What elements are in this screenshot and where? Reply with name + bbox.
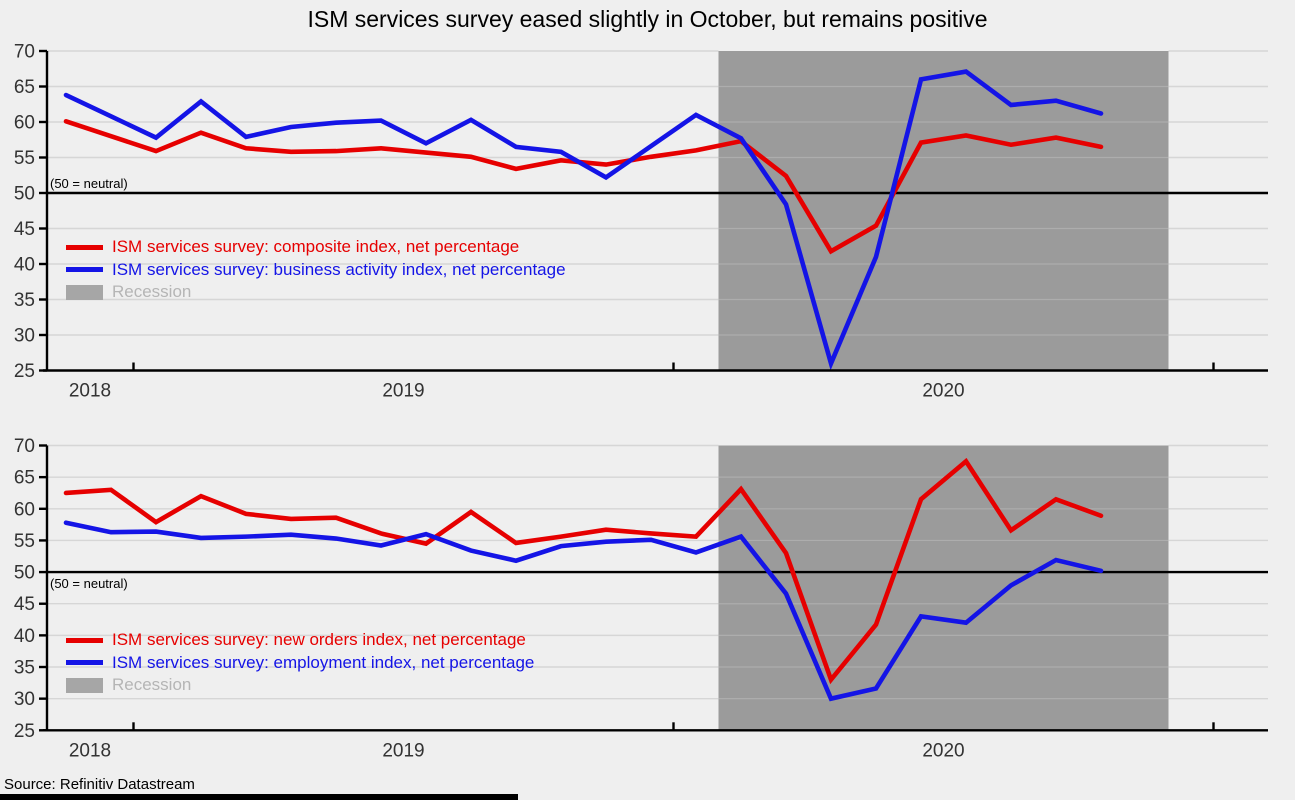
- x-year-label: 2020: [922, 381, 964, 402]
- legend-item-employment: ISM services survey: employment index, n…: [66, 652, 534, 675]
- new-orders-line: [63, 457, 1104, 685]
- y-tick-label: 45: [14, 594, 35, 615]
- legend-item-recession: Recession: [66, 674, 534, 697]
- x-year-label: 2018: [69, 381, 111, 402]
- y-tick-label: 40: [14, 255, 35, 276]
- recession-swatch: [66, 677, 103, 693]
- bottom-bar: [0, 794, 518, 800]
- business-activity-line-swatch: [66, 267, 103, 273]
- legend-item-composite: ISM services survey: composite index, ne…: [66, 236, 566, 259]
- legend-label: Recession: [112, 282, 192, 302]
- y-tick-label: 55: [14, 148, 35, 169]
- chart-area-top: 25 30 35 40 45 50 55 60 65 70 2018 2019 2020: [14, 42, 1268, 402]
- y-tick-label: 55: [14, 531, 35, 552]
- y-tick-label: 70: [14, 42, 35, 63]
- recession-band: [718, 445, 1169, 731]
- y-tick-label: 45: [14, 219, 35, 240]
- y-tick-label: 50: [14, 563, 35, 584]
- composite-line-swatch: [66, 244, 103, 250]
- y-tick-label: 60: [14, 499, 35, 520]
- legend-label: ISM services survey: employment index, n…: [112, 652, 535, 672]
- legend-bottom: ISM services survey: new orders index, n…: [66, 629, 534, 697]
- y-tick-label: 65: [14, 77, 35, 98]
- legend-item-recession: Recession: [66, 281, 566, 304]
- source-credit: Source: Refinitiv Datastream: [4, 776, 195, 793]
- x-year-label: 2019: [382, 381, 424, 402]
- y-tick-label: 35: [14, 290, 35, 311]
- chart-title: ISM services survey eased slightly in Oc…: [307, 6, 988, 32]
- legend-item-new-orders: ISM services survey: new orders index, n…: [66, 629, 534, 652]
- legend-item-business-activity: ISM services survey: business activity i…: [66, 259, 566, 282]
- y-tick-label: 40: [14, 626, 35, 647]
- x-year-label: 2018: [69, 740, 111, 761]
- y-tick-label: 60: [14, 113, 35, 134]
- new-orders-line-swatch: [66, 637, 103, 643]
- y-tick-label: 25: [14, 361, 35, 382]
- business-activity-line: [63, 69, 1104, 371]
- legend-label: Recession: [112, 675, 192, 695]
- x-year-label: 2020: [922, 740, 964, 761]
- neutral-note-top: (50 = neutral): [50, 176, 128, 191]
- y-tick-label: 50: [14, 184, 35, 205]
- legend-top: ISM services survey: composite index, ne…: [66, 236, 566, 304]
- legend-label: ISM services survey: composite index, ne…: [112, 237, 520, 257]
- y-tick-label: 25: [14, 721, 35, 742]
- y-tick-label: 70: [14, 436, 35, 457]
- legend-label: ISM services survey: business activity i…: [112, 259, 566, 279]
- y-tick-label: 65: [14, 468, 35, 489]
- chart-area-bottom: 25 30 35 40 45 50 55 60 65 70 2018 2019 2020: [14, 436, 1268, 761]
- employment-line-swatch: [66, 660, 103, 666]
- y-tick-label: 30: [14, 326, 35, 347]
- legend-label: ISM services survey: new orders index, n…: [112, 630, 526, 650]
- y-tick-label: 35: [14, 658, 35, 679]
- y-tick-label: 30: [14, 689, 35, 710]
- recession-swatch: [66, 284, 103, 300]
- neutral-note-bottom: (50 = neutral): [50, 576, 128, 591]
- recession-band: [718, 51, 1169, 371]
- x-year-label: 2019: [382, 740, 424, 761]
- employment-line: [63, 520, 1104, 702]
